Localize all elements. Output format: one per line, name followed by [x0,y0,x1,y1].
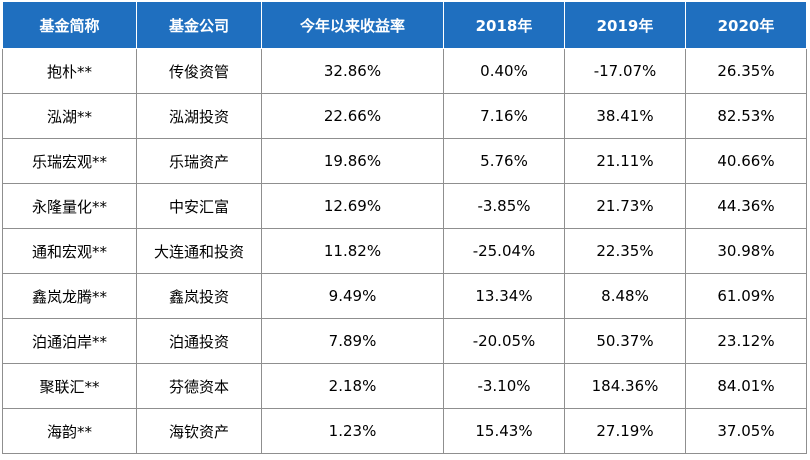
table-row: 泓湖** 泓湖投资 22.66% 7.16% 38.41% 82.53% [2,93,807,139]
cell-2018: -25.04% [443,228,565,274]
cell-2020: 61.09% [685,273,807,319]
cell-ytd-return: 12.69% [261,183,444,229]
cell-ytd-return: 1.23% [261,408,444,454]
table-row: 永隆量化** 中安汇富 12.69% -3.85% 21.73% 44.36% [2,183,807,229]
table-row: 乐瑞宏观** 乐瑞资产 19.86% 5.76% 21.11% 40.66% [2,138,807,184]
table-header: 基金简称 基金公司 今年以来收益率 2018年 2019年 2020年 [2,2,807,49]
cell-fund-name: 泊通泊岸** [2,318,137,364]
cell-2018: 13.34% [443,273,565,319]
table-row: 抱朴** 传俊资管 32.86% 0.40% -17.07% 26.35% [2,48,807,94]
cell-2019: 27.19% [564,408,686,454]
cell-ytd-return: 32.86% [261,48,444,94]
cell-2019: 50.37% [564,318,686,364]
cell-2019: 21.11% [564,138,686,184]
table-row: 通和宏观** 大连通和投资 11.82% -25.04% 22.35% 30.9… [2,228,807,274]
cell-2019: 21.73% [564,183,686,229]
cell-ytd-return: 11.82% [261,228,444,274]
cell-fund-company: 传俊资管 [136,48,262,94]
table-body: 抱朴** 传俊资管 32.86% 0.40% -17.07% 26.35% 泓湖… [2,48,807,454]
table-row: 鑫岚龙腾** 鑫岚投资 9.49% 13.34% 8.48% 61.09% [2,273,807,319]
cell-ytd-return: 7.89% [261,318,444,364]
cell-fund-company: 泊通投资 [136,318,262,364]
header-row: 基金简称 基金公司 今年以来收益率 2018年 2019年 2020年 [2,2,807,49]
header-fund-name: 基金简称 [2,2,137,49]
fund-performance-table-container: 基金简称 基金公司 今年以来收益率 2018年 2019年 2020年 抱朴**… [2,2,807,454]
cell-ytd-return: 22.66% [261,93,444,139]
table-row: 海韵** 海钦资产 1.23% 15.43% 27.19% 37.05% [2,408,807,454]
cell-fund-company: 大连通和投资 [136,228,262,274]
cell-2019: 22.35% [564,228,686,274]
cell-2020: 82.53% [685,93,807,139]
cell-2019: -17.07% [564,48,686,94]
cell-2018: 15.43% [443,408,565,454]
cell-fund-company: 海钦资产 [136,408,262,454]
cell-fund-name: 抱朴** [2,48,137,94]
cell-2020: 37.05% [685,408,807,454]
cell-ytd-return: 9.49% [261,273,444,319]
cell-2018: -3.85% [443,183,565,229]
cell-2019: 38.41% [564,93,686,139]
cell-2020: 40.66% [685,138,807,184]
header-ytd-return: 今年以来收益率 [261,2,444,49]
cell-fund-name: 鑫岚龙腾** [2,273,137,319]
header-2018: 2018年 [443,2,565,49]
cell-fund-company: 中安汇富 [136,183,262,229]
header-2020: 2020年 [685,2,807,49]
cell-ytd-return: 2.18% [261,363,444,409]
table-row: 泊通泊岸** 泊通投资 7.89% -20.05% 50.37% 23.12% [2,318,807,364]
cell-ytd-return: 19.86% [261,138,444,184]
cell-fund-company: 泓湖投资 [136,93,262,139]
cell-2019: 184.36% [564,363,686,409]
cell-2020: 84.01% [685,363,807,409]
cell-fund-company: 芬德资本 [136,363,262,409]
cell-2018: 5.76% [443,138,565,184]
cell-2020: 26.35% [685,48,807,94]
table-row: 聚联汇** 芬德资本 2.18% -3.10% 184.36% 84.01% [2,363,807,409]
cell-2019: 8.48% [564,273,686,319]
header-fund-company: 基金公司 [136,2,262,49]
cell-fund-name: 乐瑞宏观** [2,138,137,184]
cell-2020: 30.98% [685,228,807,274]
cell-2020: 44.36% [685,183,807,229]
cell-fund-company: 乐瑞资产 [136,138,262,184]
cell-2018: 7.16% [443,93,565,139]
cell-fund-company: 鑫岚投资 [136,273,262,319]
cell-fund-name: 海韵** [2,408,137,454]
cell-2020: 23.12% [685,318,807,364]
cell-2018: -20.05% [443,318,565,364]
cell-fund-name: 聚联汇** [2,363,137,409]
cell-2018: -3.10% [443,363,565,409]
cell-2018: 0.40% [443,48,565,94]
header-2019: 2019年 [564,2,686,49]
fund-performance-table: 基金简称 基金公司 今年以来收益率 2018年 2019年 2020年 抱朴**… [2,2,807,454]
cell-fund-name: 通和宏观** [2,228,137,274]
cell-fund-name: 泓湖** [2,93,137,139]
cell-fund-name: 永隆量化** [2,183,137,229]
